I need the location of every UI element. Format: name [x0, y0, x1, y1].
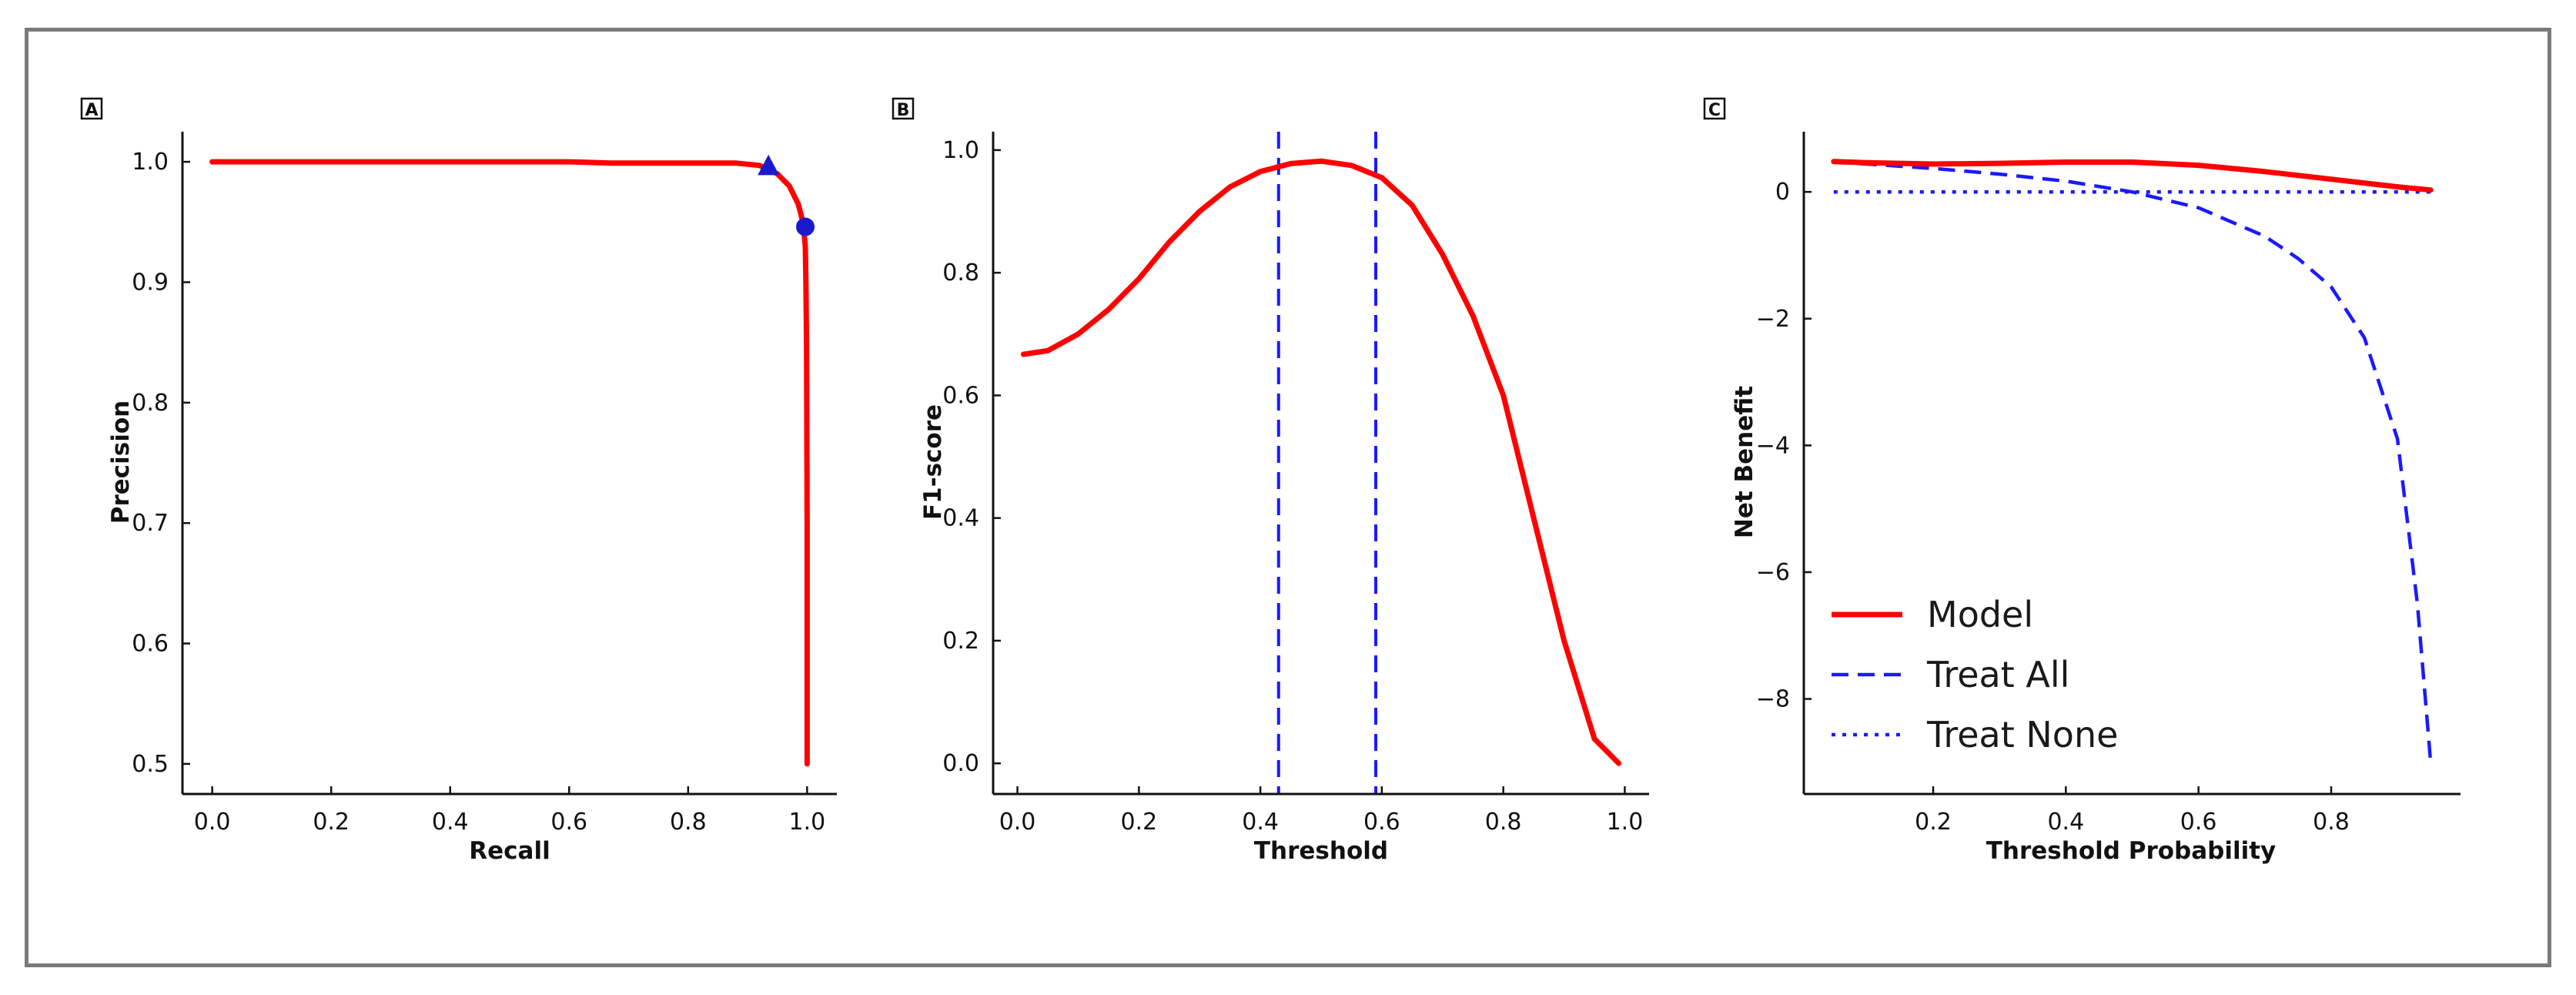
panel-a-ytick-label: 0.9 — [132, 269, 169, 296]
panel-a-xtick-label: 0.2 — [313, 809, 350, 836]
panel-c-tag-box — [1703, 97, 1726, 120]
panel-a-ylabel: Precision — [107, 400, 135, 524]
panel-a-series-pr-curve — [209, 159, 810, 767]
panel-c-ylabel: Net Benefit — [1731, 386, 1758, 538]
panel-c-series-treat-all — [1833, 160, 2433, 763]
panel-b: B 0.0 0.2 0.4 0.6 0.8 1.0 0.0 0.2 0.4 0.6 0.8 1.0 T… — [892, 97, 1649, 865]
panel-b-ytick-label: 0.6 — [942, 382, 979, 409]
panel-b-xlabel: Threshold — [1254, 837, 1388, 865]
panel-b-ytick-label: 0.4 — [942, 505, 979, 532]
panel-b-marks: 0.0 0.2 0.4 0.6 0.8 1.0 0.0 0.2 0.4 0.6 0.8 1.0 — [942, 132, 1643, 836]
panel-c-xlabel: Threshold Probability — [1986, 837, 2276, 865]
panel-a: A 0.0 0.2 0.4 0.6 0.8 1.0 0.5 0.6 0.7 0.8 0.9 1.0 R… — [80, 97, 837, 865]
panel-c-legend-label: Model — [1927, 594, 2033, 635]
panel-a-xtick-label: 0.4 — [432, 809, 469, 836]
panel-b-ytick-label: 0.8 — [942, 260, 979, 286]
panel-a-ytick-label: 0.8 — [132, 390, 169, 417]
panel-b-ytick-label: 1.0 — [942, 137, 979, 164]
panel-c-xtick-label: 0.2 — [1915, 809, 1952, 836]
panel-c-ytick-label: −6 — [1756, 559, 1790, 586]
panel-a-xtick-label: 0.6 — [550, 809, 587, 836]
panel-c-legend-label: Treat All — [1926, 654, 2069, 695]
panel-c-legend: Model Treat All Treat None — [1832, 594, 2118, 755]
panel-c-xtick-label: 0.8 — [2313, 809, 2350, 836]
panel-b-ylabel: F1-score — [919, 404, 947, 520]
panel-b-xtick-label: 0.8 — [1485, 809, 1522, 836]
panel-a-xtick-label: 0.0 — [194, 809, 231, 836]
panel-a-ytick-label: 0.6 — [132, 631, 169, 658]
panel-c-series-model — [1831, 159, 2434, 193]
panel-a-tag-box — [80, 97, 103, 120]
panel-b-xtick-label: 0.2 — [1120, 809, 1157, 836]
panel-b-tag: B — [897, 101, 910, 120]
panel-c-ytick-label: −8 — [1756, 686, 1790, 713]
panel-b-series-f1-score — [1020, 158, 1622, 766]
panel-a-ytick-label: 0.5 — [132, 751, 169, 778]
panel-b-ytick-label: 0.0 — [942, 750, 979, 777]
panel-c: C 0.2 0.4 0.6 0.8 0 −2 −4 −6 −8 Threshold Probab… — [1703, 97, 2461, 865]
panel-c-ytick-label: −4 — [1756, 432, 1790, 459]
figure-frame — [25, 28, 2551, 967]
panel-c-marks: 0.2 0.4 0.6 0.8 0 −2 −4 −6 −8 — [1756, 159, 2434, 836]
panel-b-ytick-label: 0.2 — [942, 628, 979, 655]
panel-b-tag-box — [892, 97, 915, 120]
panel-a-tag: A — [85, 101, 98, 120]
panel-a-xtick-label: 0.8 — [670, 809, 707, 836]
panel-b-xtick-label: 1.0 — [1607, 809, 1644, 836]
panel-c-xtick-label: 0.4 — [2047, 809, 2084, 836]
panel-a-xlabel: Recall — [469, 837, 550, 865]
panel-a-ytick-label: 1.0 — [132, 149, 169, 176]
panel-c-tag: C — [1708, 101, 1721, 120]
panel-c-xtick-label: 0.6 — [2180, 809, 2217, 836]
panel-a-xtick-label: 1.0 — [789, 809, 826, 836]
panel-a-ytick-label: 0.7 — [132, 510, 169, 537]
panel-b-xtick-label: 0.0 — [999, 809, 1036, 836]
panel-c-legend-label: Treat None — [1926, 714, 2118, 755]
panel-a-triangle-marker — [758, 154, 780, 176]
panel-c-ytick-label: −2 — [1756, 306, 1790, 333]
panel-c-ytick-label: 0 — [1775, 179, 1790, 206]
panel-b-xtick-label: 0.4 — [1242, 809, 1279, 836]
panel-a-circle-marker — [796, 217, 815, 236]
panel-b-xtick-label: 0.6 — [1363, 809, 1400, 836]
panel-a-marks: 0.0 0.2 0.4 0.6 0.8 1.0 0.5 0.6 0.7 0.8 0.9 1.0 — [132, 149, 825, 836]
